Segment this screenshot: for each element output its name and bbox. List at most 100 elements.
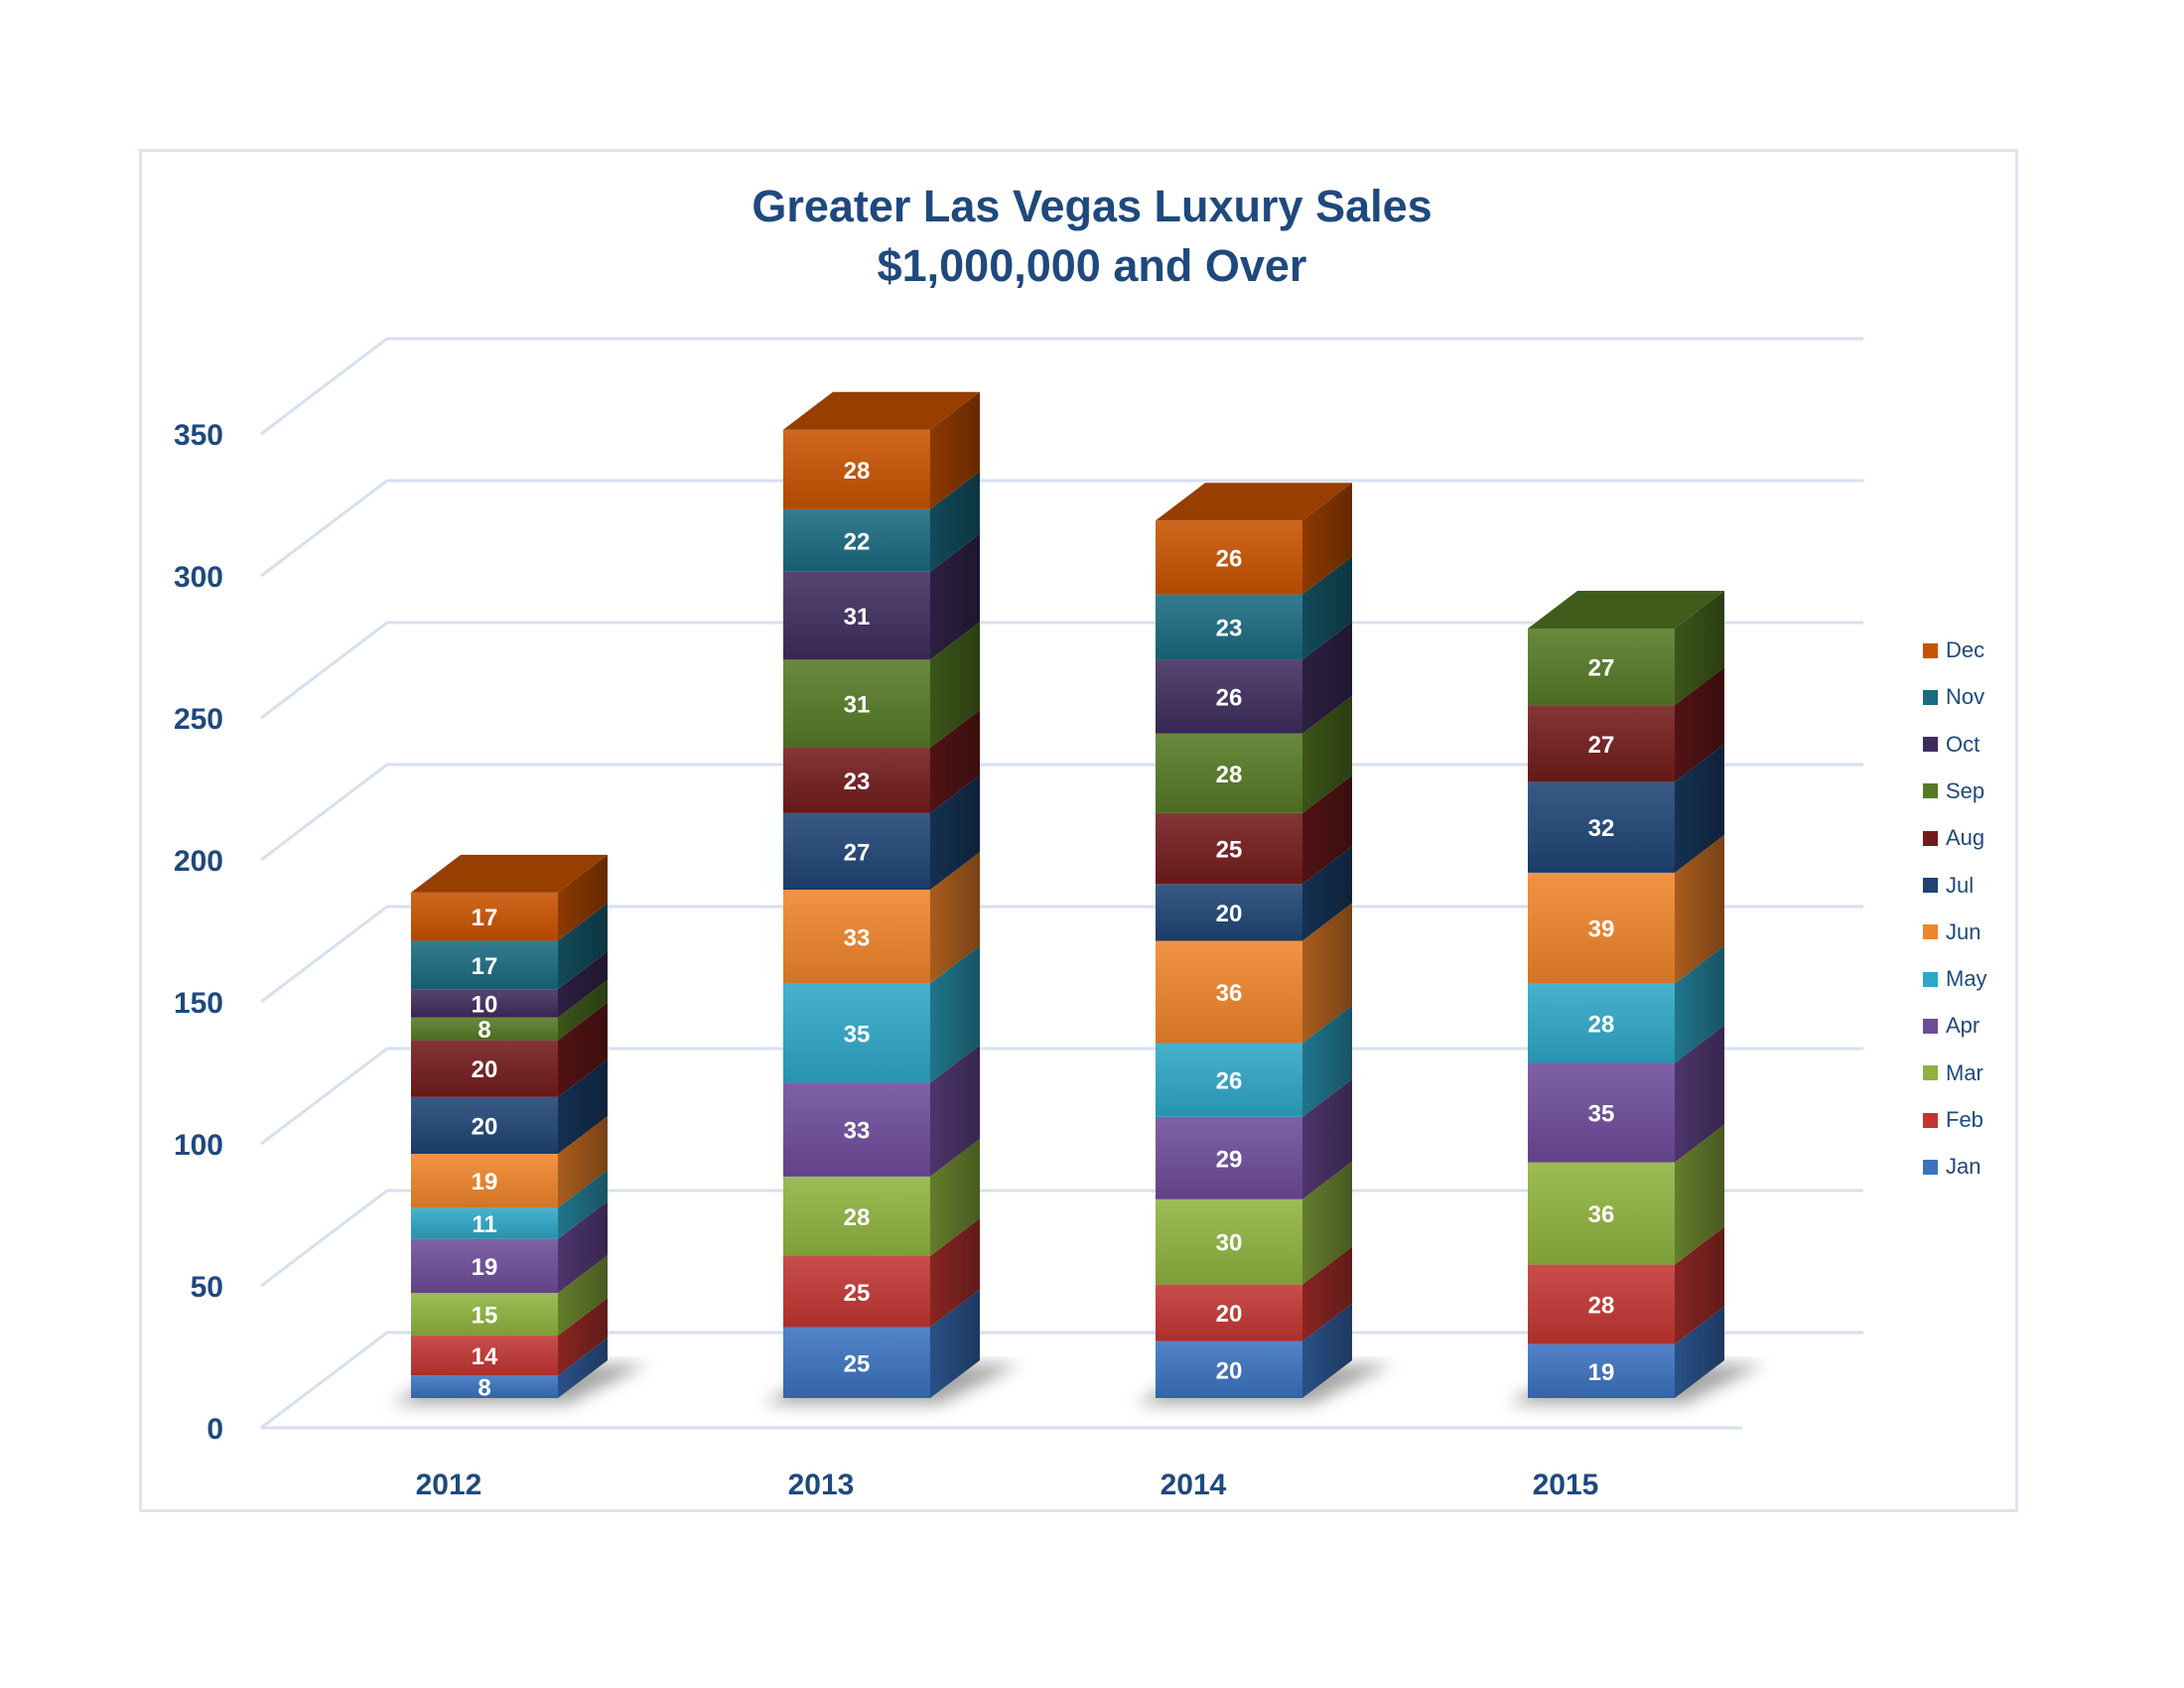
bar-stack-2013: 25 25 28 33 35 33 27 23 31 31 22 28 <box>763 391 1020 1404</box>
bar-side-apr-2012 <box>558 1200 608 1294</box>
bar-segment-apr-2012[interactable] <box>411 1238 558 1294</box>
data-label: 17 <box>472 905 498 931</box>
legend-item-jul[interactable]: Jul <box>1923 871 1974 901</box>
legend-item-sep[interactable]: Sep <box>1923 776 1984 806</box>
data-label: 26 <box>1216 1068 1243 1095</box>
gridline <box>260 337 1863 436</box>
data-label: 20 <box>1216 901 1243 927</box>
data-label: 10 <box>472 991 498 1018</box>
y-tick-label: 250 <box>174 703 223 736</box>
x-tick-label: 2014 <box>1160 1469 1227 1501</box>
data-label: 28 <box>1216 762 1243 788</box>
data-label: 32 <box>1588 815 1615 842</box>
data-label: 8 <box>478 1375 490 1402</box>
y-tick-label: 200 <box>174 845 223 878</box>
bar-segment-aug-2014[interactable] <box>1156 812 1302 885</box>
bar-segment-mar-2014[interactable] <box>1156 1198 1302 1285</box>
bar-segment-oct-2012[interactable] <box>411 989 558 1018</box>
legend-swatch <box>1923 1018 1938 1034</box>
bar-segment-may-2012[interactable] <box>411 1207 558 1239</box>
gridline <box>260 905 1863 1004</box>
bar-segment-jun-2015[interactable] <box>1528 872 1675 984</box>
data-label: 20 <box>1216 1301 1243 1328</box>
bar-side-oct-2013 <box>930 533 980 660</box>
bar-side-jun-2013 <box>930 852 980 984</box>
bar-segment-dec-2012[interactable] <box>411 892 558 941</box>
bar-top-2013 <box>783 391 980 430</box>
bar-segment-jul-2014[interactable] <box>1156 884 1302 941</box>
data-label: 19 <box>472 1254 498 1281</box>
data-label: 22 <box>844 528 871 555</box>
bar-side-jun-2015 <box>1675 834 1724 984</box>
bar-segment-may-2015[interactable] <box>1528 983 1675 1063</box>
bar-segment-may-2013[interactable] <box>783 983 930 1083</box>
legend-item-jan[interactable]: Jan <box>1923 1152 1980 1182</box>
bar-segment-apr-2015[interactable] <box>1528 1062 1675 1163</box>
bar-side-jul-2015 <box>1675 744 1724 873</box>
bar-side-apr-2015 <box>1675 1025 1724 1163</box>
gridline <box>260 1047 1863 1146</box>
data-label: 35 <box>1588 1101 1615 1128</box>
legend-item-may[interactable]: May <box>1923 964 1987 994</box>
y-tick-label: 350 <box>174 419 223 452</box>
bar-segment-may-2014[interactable] <box>1156 1043 1302 1117</box>
bar-segment-mar-2015[interactable] <box>1528 1162 1675 1265</box>
legend-item-dec[interactable]: Dec <box>1923 635 1984 665</box>
legend-swatch <box>1923 1112 1938 1128</box>
bar-segment-sep-2012[interactable] <box>411 1017 558 1041</box>
bar-segment-jun-2013[interactable] <box>783 890 930 984</box>
legend-item-jun[interactable]: Jun <box>1923 917 1980 947</box>
bar-segment-nov-2012[interactable] <box>411 940 558 990</box>
bar-segment-feb-2012[interactable] <box>411 1336 558 1376</box>
bar-segment-aug-2013[interactable] <box>783 748 930 813</box>
bar-side-nov-2012 <box>558 903 608 990</box>
bar-top-2015 <box>1528 590 1724 629</box>
bar-segment-jan-2013[interactable] <box>783 1327 930 1399</box>
bar-side-oct-2012 <box>558 951 608 1018</box>
bar-segment-jun-2012[interactable] <box>411 1154 558 1208</box>
data-label: 27 <box>1588 655 1615 682</box>
bar-segment-nov-2014[interactable] <box>1156 594 1302 660</box>
data-label: 20 <box>472 1056 498 1083</box>
data-label: 25 <box>844 1350 871 1377</box>
bar-segment-feb-2013[interactable] <box>783 1256 930 1328</box>
legend-item-oct[interactable]: Oct <box>1923 730 1979 760</box>
bar-segment-aug-2015[interactable] <box>1528 705 1675 782</box>
bar-segment-jul-2015[interactable] <box>1528 781 1675 873</box>
bar-side-dec-2013 <box>930 391 980 509</box>
bar-segment-jul-2013[interactable] <box>783 812 930 891</box>
bar-segment-jul-2012[interactable] <box>411 1096 558 1155</box>
y-tick-label: 0 <box>206 1413 223 1446</box>
bar-segment-feb-2015[interactable] <box>1528 1264 1675 1344</box>
bar-segment-oct-2013[interactable] <box>783 571 930 660</box>
bar-segment-dec-2013[interactable] <box>783 429 930 509</box>
bar-stack-2014: 20 20 30 29 26 36 20 25 28 26 23 26 <box>1136 483 1392 1404</box>
data-label: 26 <box>1216 685 1243 712</box>
bar-segment-dec-2014[interactable] <box>1156 520 1302 595</box>
bar-segment-nov-2013[interactable] <box>783 508 930 572</box>
legend-item-apr[interactable]: Apr <box>1923 1011 1979 1041</box>
y-tick-label: 150 <box>174 987 223 1020</box>
bar-segment-apr-2013[interactable] <box>783 1082 930 1177</box>
legend-item-aug[interactable]: Aug <box>1923 823 1984 853</box>
bar-segment-jan-2012[interactable] <box>411 1375 558 1398</box>
bar-segment-mar-2013[interactable] <box>783 1176 930 1256</box>
bar-segment-oct-2014[interactable] <box>1156 659 1302 734</box>
bar-segment-feb-2014[interactable] <box>1156 1284 1302 1341</box>
legend-item-nov[interactable]: Nov <box>1923 682 1984 712</box>
bar-segment-jan-2015[interactable] <box>1528 1343 1675 1398</box>
bar-segment-jan-2014[interactable] <box>1156 1340 1302 1398</box>
bar-side-jul-2013 <box>930 774 980 891</box>
bar-segment-mar-2012[interactable] <box>411 1293 558 1336</box>
bar-segment-aug-2012[interactable] <box>411 1040 558 1097</box>
bar-segment-jun-2014[interactable] <box>1156 940 1302 1044</box>
bar-side-mar-2013 <box>930 1138 980 1256</box>
bar-segment-sep-2013[interactable] <box>783 659 930 749</box>
bar-segment-apr-2014[interactable] <box>1156 1116 1302 1199</box>
bar-side-aug-2014 <box>1302 774 1352 885</box>
legend-item-feb[interactable]: Feb <box>1923 1105 1983 1135</box>
bar-segment-sep-2014[interactable] <box>1156 733 1302 813</box>
legend-item-mar[interactable]: Mar <box>1923 1058 1983 1088</box>
bar-side-sep-2012 <box>558 979 608 1041</box>
bar-segment-sep-2015[interactable] <box>1528 628 1675 706</box>
